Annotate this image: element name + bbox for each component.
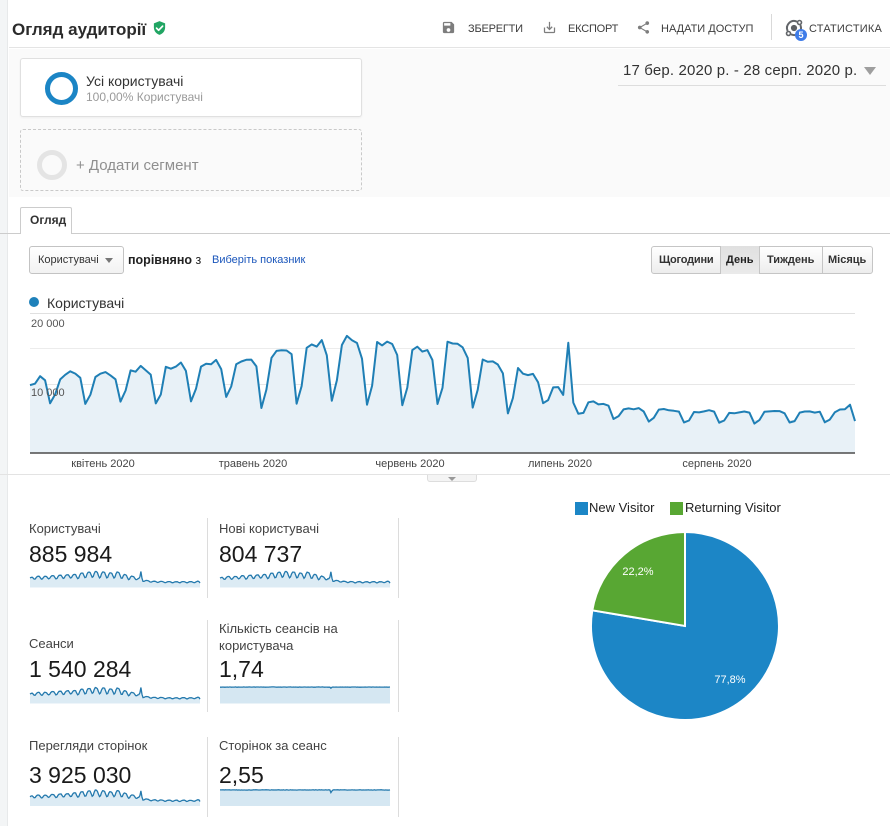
svg-text:77,8%: 77,8% — [714, 674, 745, 686]
svg-text:22,2%: 22,2% — [622, 566, 653, 578]
